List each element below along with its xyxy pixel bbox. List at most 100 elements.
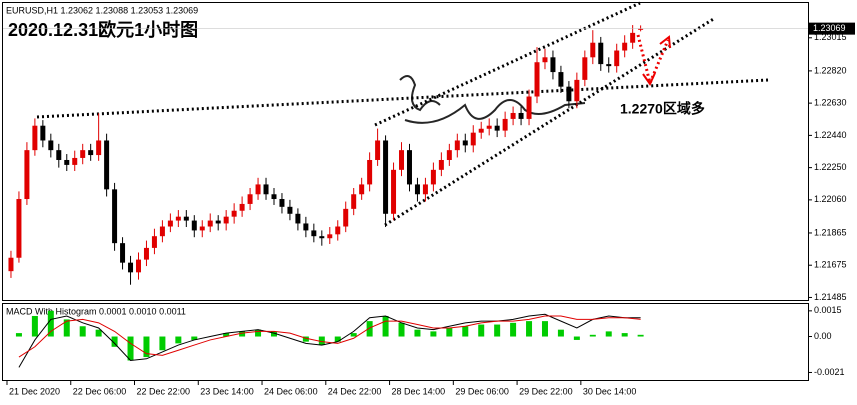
arrow-head <box>642 72 656 87</box>
macd-histogram-bar <box>557 329 564 337</box>
y-tick-label: 1.22630 <box>814 98 847 108</box>
macd-histogram-bar <box>302 336 309 342</box>
macd-histogram-bar <box>414 329 421 337</box>
macd-histogram-bar <box>430 331 437 337</box>
candle-body <box>630 32 636 43</box>
macd-histogram-bar <box>446 327 453 337</box>
candle-body <box>16 199 22 258</box>
candle-body <box>462 140 468 146</box>
candle-body <box>438 159 444 170</box>
y-tick-label: -0.0021 <box>814 367 845 377</box>
candle-body <box>406 150 412 185</box>
macd-panel-frame <box>2 303 809 381</box>
macd-histogram-bar <box>239 331 246 337</box>
macd-histogram-bar <box>255 329 262 337</box>
signature <box>399 75 586 124</box>
x-tick-label: 28 Dec 14:00 <box>392 386 446 396</box>
candle-body <box>8 257 14 272</box>
candle-body <box>614 50 620 67</box>
macd-histogram-bar <box>573 336 580 340</box>
candle-body <box>199 226 205 231</box>
y-tick-label: 0.0015 <box>814 305 842 315</box>
candle-body <box>247 194 253 204</box>
candle-body <box>534 62 540 97</box>
macd-header: MACD With Histogram 0.0001 0.0010 0.0011 <box>6 306 186 316</box>
candle-body <box>566 86 572 102</box>
candle-body <box>303 223 309 231</box>
candle-body <box>359 184 365 195</box>
x-tick-label: 29 Dec 06:00 <box>455 386 509 396</box>
candle-body <box>526 96 532 119</box>
candle-body <box>143 247 149 260</box>
candle-body <box>335 226 341 235</box>
macd-histogram-bar <box>526 321 533 337</box>
macd-histogram-bar <box>79 326 86 337</box>
candle-body <box>80 150 86 158</box>
candle-body <box>88 150 94 156</box>
y-tick-label: 1.22440 <box>814 130 847 140</box>
macd-histogram-bar <box>191 336 198 340</box>
macd-histogram-bar <box>159 336 166 351</box>
candle-body <box>550 57 556 73</box>
candle-body <box>454 140 460 151</box>
candle-body <box>167 220 173 227</box>
macd-histogram-bar <box>143 336 150 358</box>
candle-body <box>582 57 588 80</box>
candle-body <box>399 150 405 170</box>
candle-body <box>319 236 325 239</box>
candle-body <box>175 216 181 221</box>
candle-body <box>32 125 38 151</box>
y-tick-label: 0.00 <box>814 331 832 341</box>
candle-body <box>64 159 70 165</box>
candle-body <box>590 42 596 58</box>
candle-body <box>151 236 157 248</box>
candle-body <box>48 140 54 151</box>
macd-histogram-bar <box>462 326 469 337</box>
candle-body <box>255 184 261 195</box>
candle-body <box>383 140 389 214</box>
macd-histogram-bar <box>334 336 341 342</box>
candle-body <box>263 184 269 195</box>
macd-histogram-bar <box>111 336 118 347</box>
y-tick-label: 1.21675 <box>814 260 847 270</box>
chart-title: 2020.12.31欧元1小时图 <box>8 19 198 40</box>
candle-body <box>104 140 110 190</box>
candle-body <box>40 125 46 141</box>
annotation: 1.2270区域多 <box>620 101 705 117</box>
x-tick-label: 22 Dec 06:00 <box>73 386 127 396</box>
macd-histogram-bar <box>589 334 596 337</box>
macd-line <box>18 313 641 368</box>
candle-body <box>223 216 229 224</box>
candle-body <box>327 234 333 239</box>
candle-body <box>494 125 500 131</box>
candle-body <box>422 184 428 195</box>
macd-histogram-bar <box>494 324 501 337</box>
candle-body <box>486 125 492 129</box>
main-panel-frame <box>2 2 809 301</box>
candle-body <box>343 208 349 227</box>
candle-body <box>414 184 420 195</box>
candle-body <box>287 206 293 214</box>
macd-histogram-bar <box>223 333 230 337</box>
candle-body <box>502 118 508 131</box>
candle-body <box>279 199 285 207</box>
y-tick-label: 1.21865 <box>814 227 847 237</box>
candle-body <box>542 57 548 63</box>
candle-body <box>215 220 221 224</box>
candle-body <box>430 169 436 185</box>
price-label: 1.23069 <box>813 23 846 33</box>
candle-body <box>574 79 580 102</box>
x-tick-label: 29 Dec 22:00 <box>519 386 573 396</box>
macd-histogram-bar <box>398 322 405 337</box>
candle-body <box>470 132 476 146</box>
macd-histogram-bar <box>95 329 102 337</box>
candle-body <box>231 210 237 217</box>
macd-histogram-bar <box>63 319 70 337</box>
candle-body <box>606 64 612 67</box>
symbol-header: EURUSD,H1 1.23062 1.23088 1.23053 1.2306… <box>6 5 198 15</box>
candle-body <box>510 112 516 119</box>
candle-body <box>446 150 452 160</box>
trend-line <box>36 78 769 119</box>
macd-histogram-bar <box>478 324 485 337</box>
